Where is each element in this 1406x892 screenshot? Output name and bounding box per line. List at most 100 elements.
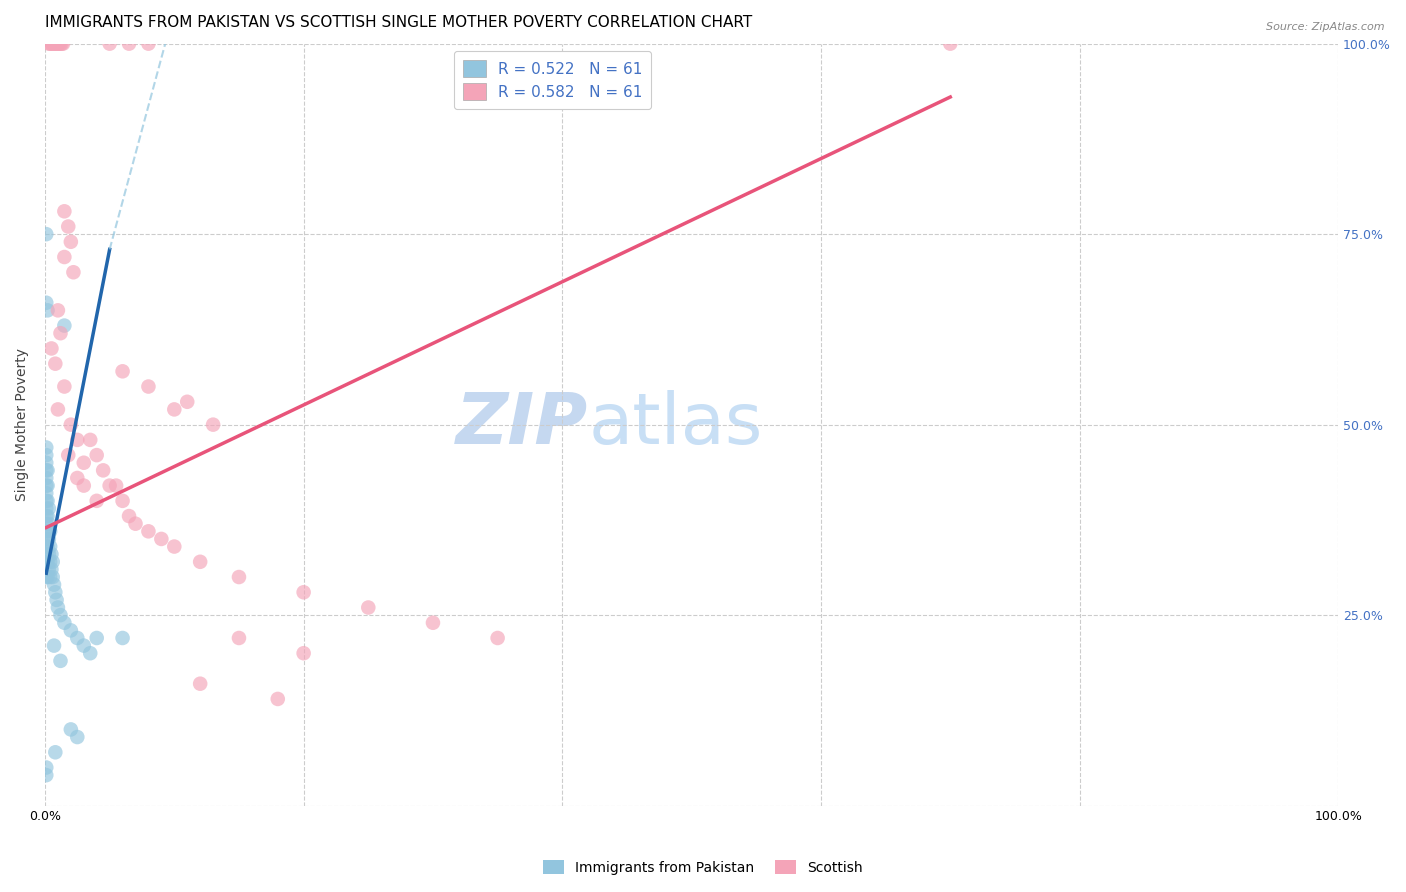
Point xyxy=(42,37,65,51)
Point xyxy=(35,547,58,561)
Point xyxy=(150,532,173,546)
Point xyxy=(39,37,62,51)
Legend: R = 0.522   N = 61, R = 0.582   N = 61: R = 0.522 N = 61, R = 0.582 N = 61 xyxy=(454,52,651,109)
Point xyxy=(86,631,108,645)
Point xyxy=(37,493,59,508)
Point xyxy=(62,265,84,279)
Point xyxy=(58,219,80,234)
Point xyxy=(35,540,58,554)
Point xyxy=(37,303,59,318)
Point xyxy=(118,37,141,51)
Point xyxy=(486,631,509,645)
Point xyxy=(35,463,58,477)
Point xyxy=(188,555,211,569)
Point xyxy=(38,562,60,576)
Point xyxy=(66,730,89,744)
Point xyxy=(124,516,146,531)
Point xyxy=(38,37,60,51)
Point xyxy=(35,516,58,531)
Point xyxy=(292,585,315,599)
Point xyxy=(422,615,444,630)
Point xyxy=(41,37,63,51)
Text: Source: ZipAtlas.com: Source: ZipAtlas.com xyxy=(1267,22,1385,32)
Point xyxy=(49,326,72,341)
Point xyxy=(46,37,69,51)
Point xyxy=(73,639,96,653)
Point xyxy=(48,37,70,51)
Point xyxy=(91,463,114,477)
Point xyxy=(228,570,250,584)
Point xyxy=(37,463,59,477)
Point xyxy=(35,501,58,516)
Point xyxy=(44,745,66,759)
Point xyxy=(66,433,89,447)
Point xyxy=(105,478,128,492)
Point xyxy=(42,570,65,584)
Point xyxy=(267,692,290,706)
Point xyxy=(138,379,160,393)
Point xyxy=(49,37,72,51)
Point xyxy=(41,342,63,356)
Point xyxy=(163,402,186,417)
Point xyxy=(111,631,134,645)
Point xyxy=(35,441,58,455)
Point xyxy=(53,379,76,393)
Point xyxy=(59,235,82,249)
Point xyxy=(35,471,58,485)
Text: IMMIGRANTS FROM PAKISTAN VS SCOTTISH SINGLE MOTHER POVERTY CORRELATION CHART: IMMIGRANTS FROM PAKISTAN VS SCOTTISH SIN… xyxy=(45,15,752,30)
Point xyxy=(98,478,121,492)
Point xyxy=(163,540,186,554)
Point xyxy=(35,570,58,584)
Point xyxy=(111,493,134,508)
Point xyxy=(79,646,101,660)
Point xyxy=(35,524,58,539)
Point xyxy=(39,524,62,539)
Text: atlas: atlas xyxy=(588,390,762,459)
Point xyxy=(59,417,82,432)
Point xyxy=(73,478,96,492)
Point xyxy=(37,570,59,584)
Point xyxy=(53,318,76,333)
Point xyxy=(228,631,250,645)
Point xyxy=(37,478,59,492)
Point xyxy=(41,562,63,576)
Point xyxy=(46,402,69,417)
Text: ZIP: ZIP xyxy=(456,390,588,459)
Y-axis label: Single Mother Poverty: Single Mother Poverty xyxy=(15,348,30,501)
Point xyxy=(44,357,66,371)
Point xyxy=(58,448,80,462)
Point xyxy=(73,456,96,470)
Point xyxy=(35,493,58,508)
Point xyxy=(118,509,141,524)
Point xyxy=(35,227,58,242)
Point xyxy=(939,37,962,51)
Point xyxy=(59,624,82,638)
Point xyxy=(176,394,198,409)
Point xyxy=(44,585,66,599)
Point xyxy=(98,37,121,51)
Point xyxy=(49,608,72,623)
Point xyxy=(42,639,65,653)
Point xyxy=(35,532,58,546)
Point xyxy=(37,509,59,524)
Point xyxy=(138,524,160,539)
Point xyxy=(35,448,58,462)
Point xyxy=(292,646,315,660)
Point xyxy=(52,37,75,51)
Point xyxy=(35,486,58,500)
Point xyxy=(41,547,63,561)
Point xyxy=(53,204,76,219)
Point xyxy=(46,303,69,318)
Point xyxy=(188,676,211,690)
Point xyxy=(35,478,58,492)
Point xyxy=(51,37,73,51)
Point xyxy=(66,631,89,645)
Legend: Immigrants from Pakistan, Scottish: Immigrants from Pakistan, Scottish xyxy=(537,855,869,880)
Point xyxy=(35,768,58,782)
Point xyxy=(59,723,82,737)
Point xyxy=(86,493,108,508)
Point xyxy=(37,524,59,539)
Point xyxy=(45,593,67,607)
Point xyxy=(86,448,108,462)
Point xyxy=(39,570,62,584)
